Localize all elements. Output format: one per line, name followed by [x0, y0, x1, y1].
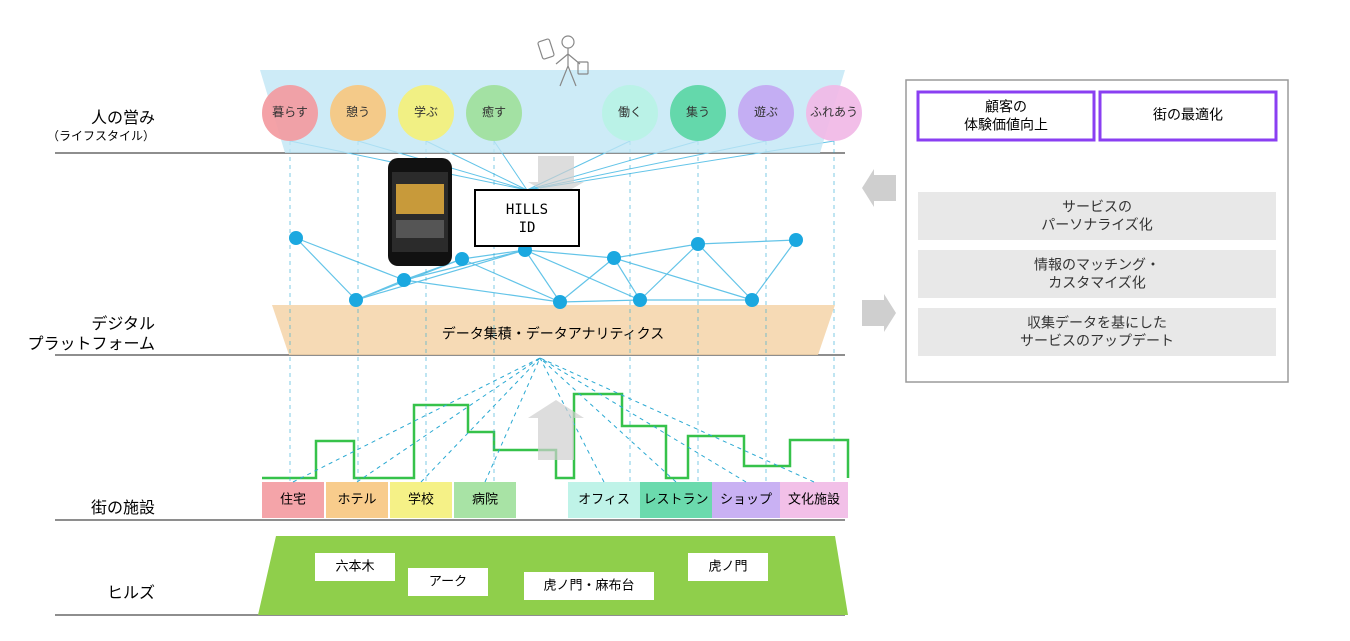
panel-gray-label: サービスのアップデート: [1020, 333, 1174, 349]
hills-label: 虎ノ門・麻布台: [543, 577, 634, 592]
facility-label: ホテル: [337, 491, 376, 506]
facility-label: レストラン: [643, 491, 708, 506]
svg-text:プラットフォーム: プラットフォーム: [27, 335, 155, 353]
hills-label: 虎ノ門: [708, 558, 747, 573]
svg-text:人の営み: 人の営み: [91, 109, 155, 127]
svg-text:街の施設: 街の施設: [91, 499, 155, 517]
lifestyle-label: 憩う: [346, 104, 370, 119]
facility-label: 学校: [408, 491, 434, 506]
panel-top-label: 体験価値向上: [964, 117, 1048, 133]
panel-top-label: 顧客の: [985, 99, 1027, 115]
panel-gray-label: カスタマイズ化: [1048, 275, 1146, 291]
panel-gray-label: 情報のマッチング・: [1034, 257, 1160, 273]
network-node: [553, 295, 567, 309]
hills-label: アーク: [429, 573, 467, 588]
phone-icon: [388, 158, 452, 266]
panel-gray-label: 収集データを基にした: [1027, 315, 1167, 331]
network-node: [349, 293, 363, 307]
lifestyle-label: 遊ぶ: [754, 104, 778, 119]
lifestyle-label: 働く: [618, 105, 642, 119]
diagram-canvas: 人の営み （ライフスタイル） デジタルプラットフォーム街の施設ヒルズ 六本木アーク 虎ノ…: [0, 0, 1350, 641]
hills-id-box: [475, 190, 579, 246]
network-node: [455, 252, 469, 266]
row-label: ヒルズ: [107, 584, 155, 602]
facility-label: 病院: [472, 491, 498, 506]
panel-gray-label: パーソナライズ化: [1041, 217, 1153, 233]
panel-top-label: 街の最適化: [1153, 107, 1223, 123]
platform-label: データ集積・データアナリティクス: [442, 326, 664, 342]
facility-label: オフィス: [578, 491, 630, 506]
hills-label: 六本木: [335, 558, 374, 573]
network-node: [789, 233, 803, 247]
facility-label: 文化施設: [788, 491, 840, 506]
network-node: [289, 231, 303, 245]
facility-label: ショップ: [720, 491, 772, 506]
svg-text:デジタル: デジタル: [91, 314, 155, 333]
lifestyle-label: 暮らす: [272, 105, 308, 119]
facility-label: 住宅: [280, 491, 306, 506]
lifestyle-label: ふれあう: [810, 105, 858, 119]
lifestyle-label: 集う: [686, 104, 710, 119]
svg-text:ヒルズ: ヒルズ: [107, 584, 155, 602]
network-node: [397, 273, 411, 287]
network-node: [633, 293, 647, 307]
lifestyle-label: 癒す: [482, 104, 506, 119]
hills-id-label: ID: [519, 220, 536, 236]
svg-text:（ライフスタイル）: （ライフスタイル）: [47, 129, 155, 143]
network-node: [607, 251, 621, 265]
lifestyle-label: 学ぶ: [414, 104, 438, 119]
row-label: 街の施設: [91, 499, 155, 517]
network-node: [745, 293, 759, 307]
hills-id-label: HILLS: [506, 202, 548, 218]
panel-gray-label: サービスの: [1062, 199, 1132, 215]
